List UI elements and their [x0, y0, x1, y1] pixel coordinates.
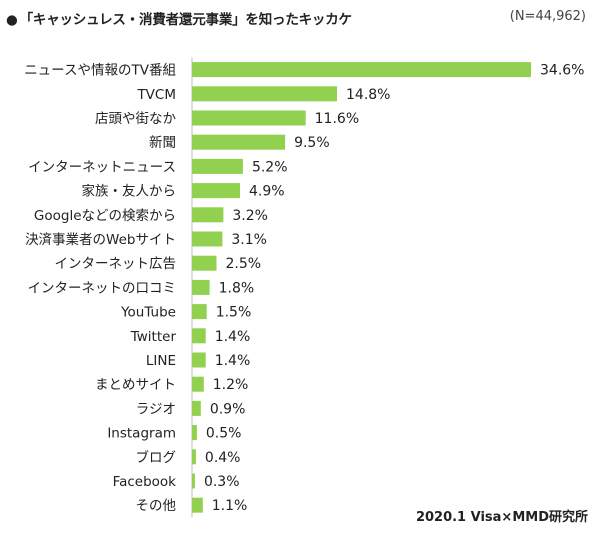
- source-credit: 2020.1 Visa×MMD研究所: [415, 510, 588, 525]
- value-label: 14.8%: [346, 87, 390, 103]
- bar: [192, 352, 206, 368]
- value-label: 9.5%: [294, 135, 330, 151]
- bar: [192, 497, 203, 513]
- bar: [192, 376, 204, 392]
- bar: [192, 231, 223, 247]
- bar: [192, 183, 240, 199]
- bar: [192, 425, 197, 441]
- value-label: 0.3%: [204, 474, 240, 490]
- category-label: インターネットの口コミ: [28, 280, 177, 296]
- category-label: まとめサイト: [95, 377, 176, 393]
- bar: [192, 328, 206, 344]
- bar: [192, 304, 207, 320]
- value-label: 1.8%: [219, 280, 255, 296]
- category-label: Instagram: [107, 426, 176, 442]
- category-label: 家族・友人から: [82, 183, 177, 200]
- bar: [192, 110, 306, 126]
- category-label: Twitter: [130, 329, 177, 345]
- value-label: 2.5%: [225, 256, 261, 272]
- category-label: 新聞: [149, 135, 176, 151]
- value-label: 1.2%: [213, 377, 249, 393]
- category-label: 店頭や街なか: [95, 111, 176, 127]
- bar: [192, 400, 201, 416]
- bar: [192, 86, 337, 102]
- bar: [192, 158, 243, 174]
- value-label: 3.1%: [231, 232, 267, 248]
- bar: [192, 207, 224, 223]
- value-label: 1.4%: [215, 329, 251, 345]
- category-label: TVCM: [136, 87, 176, 103]
- value-label: 0.5%: [206, 426, 242, 442]
- value-label: 34.6%: [540, 63, 584, 79]
- value-label: 5.2%: [252, 159, 288, 175]
- category-label: YouTube: [120, 305, 176, 321]
- value-label: 0.4%: [205, 450, 241, 466]
- value-label: 1.4%: [215, 353, 251, 369]
- value-label: 11.6%: [315, 111, 359, 127]
- value-label: 1.1%: [212, 498, 248, 514]
- bar: [192, 279, 210, 295]
- sample-size: (N=44,962): [509, 9, 586, 24]
- value-label: 3.2%: [232, 208, 268, 224]
- bar: [192, 473, 195, 489]
- category-label: ラジオ: [136, 401, 176, 417]
- value-label: 4.9%: [249, 184, 285, 200]
- category-label: LINE: [146, 353, 176, 369]
- value-label: 1.5%: [216, 305, 252, 321]
- chart-title: ● 「キャッシュレス・消費者還元事業」を知ったキッカケ: [6, 8, 352, 28]
- category-label: その他: [136, 498, 177, 514]
- category-label: ブログ: [136, 449, 177, 466]
- category-label: Facebook: [113, 474, 177, 490]
- bar: [192, 62, 531, 78]
- bar: [192, 255, 217, 271]
- chart-title-text: 「キャッシュレス・消費者還元事業」を知ったキッカケ: [19, 12, 352, 28]
- category-label: Googleなどの検索から: [34, 208, 176, 224]
- category-label: インターネットニュース: [28, 159, 176, 175]
- value-label: 0.9%: [210, 401, 246, 417]
- category-label: インターネット広告: [55, 256, 177, 272]
- category-label: 決済事業者のWebサイト: [25, 232, 176, 248]
- bar: [192, 449, 196, 465]
- bar: [192, 134, 286, 150]
- category-label: ニュースや情報のTV番組: [24, 63, 176, 79]
- bullet-icon: ●: [6, 12, 18, 28]
